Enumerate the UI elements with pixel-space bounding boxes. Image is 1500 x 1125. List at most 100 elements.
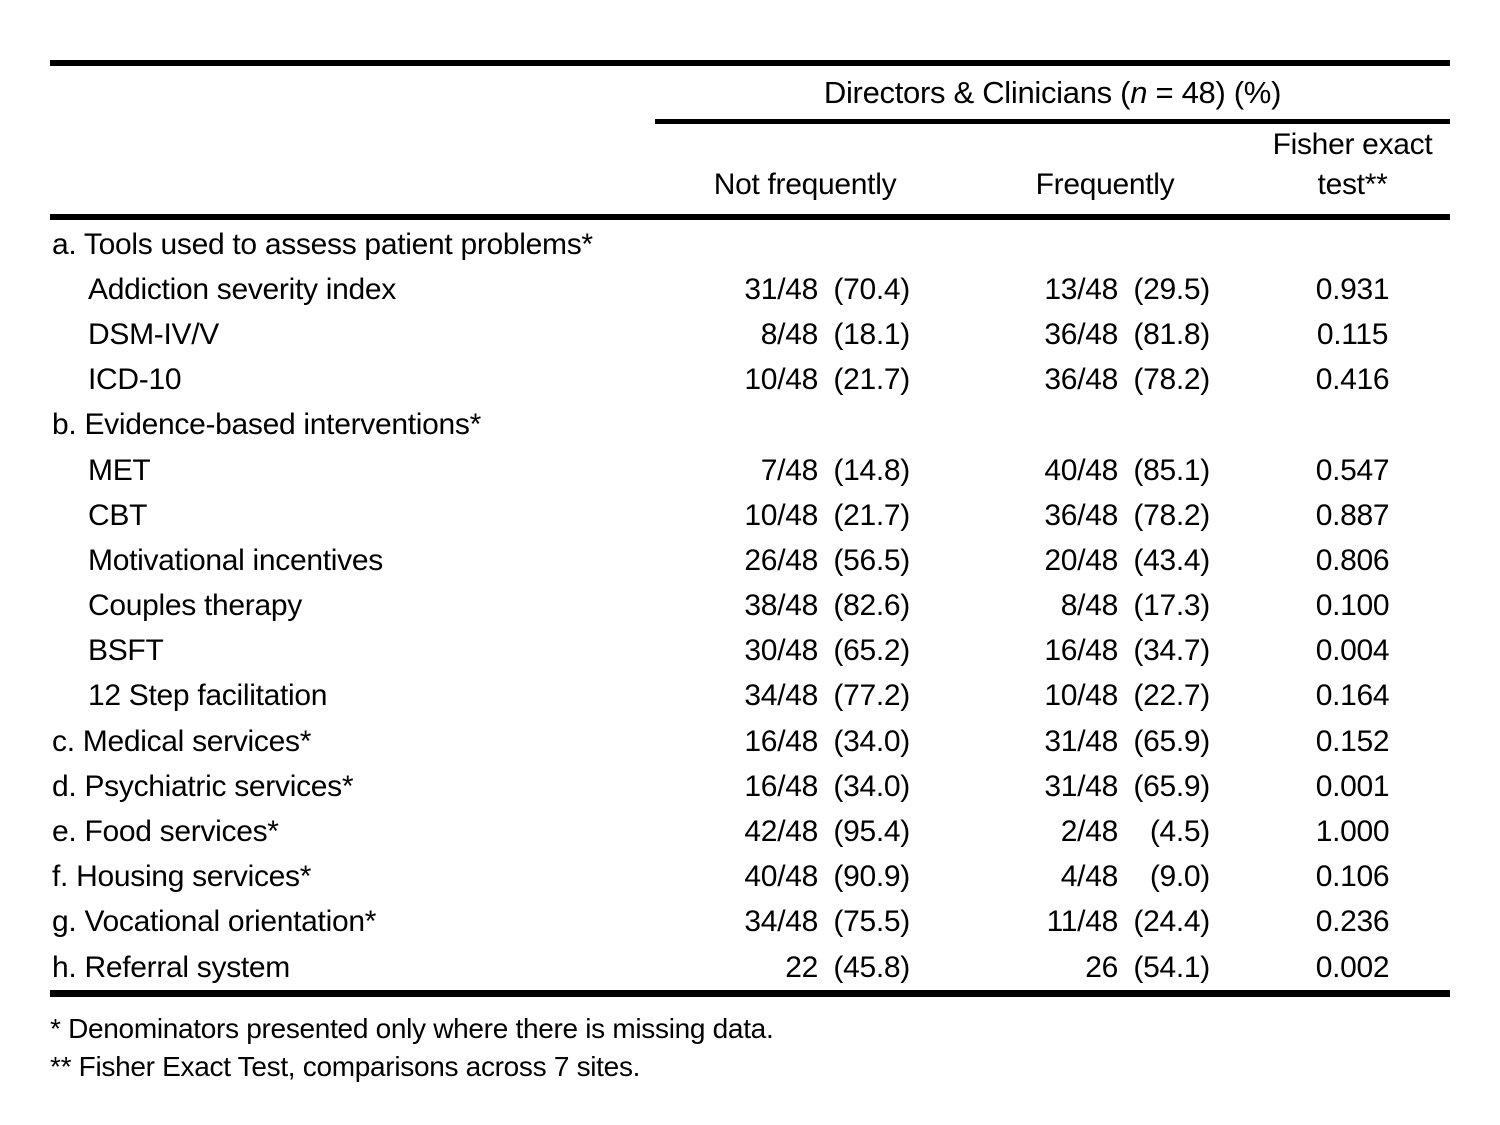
cell-frequently: 11/48 (24.4) (955, 905, 1255, 939)
row-label: 12 Step facilitation (88, 679, 328, 713)
top-rule (50, 60, 1450, 66)
group-header-prefix: Directors & Clinicians ( (823, 75, 1131, 110)
group-header-suffix: = 48) (%) (1147, 75, 1282, 110)
group-column-header: Directors & Clinicians (n = 48) (%) (655, 66, 1450, 119)
percent-value: (21.7) (833, 498, 910, 532)
count-value: 16/48 (744, 724, 818, 758)
footnote: ** Fisher Exact Test, comparisons across… (50, 1051, 641, 1083)
group-header-n-italic: n (1130, 75, 1148, 110)
percent-value: (75.5) (833, 905, 910, 939)
cell-frequently: 10/48 (22.7) (955, 679, 1255, 713)
cell-frequently: 26 (54.1) (955, 951, 1255, 985)
cell-frequently: 36/48 (81.8) (955, 318, 1255, 352)
cell-not-frequently: 7/48 (14.8) (655, 454, 955, 488)
row-label: CBT (88, 498, 148, 532)
count-value: 26/48 (744, 543, 818, 577)
row-label: ICD-10 (88, 363, 182, 397)
cell-not-frequently: 16/48 (34.0) (655, 770, 955, 804)
cell-not-frequently: 34/48 (75.5) (655, 905, 955, 939)
cell-fisher-value: 1.000 (1315, 815, 1390, 849)
percent-value: (56.5) (833, 543, 910, 577)
count-value: 10/48 (744, 498, 818, 532)
percent-value: (70.4) (833, 272, 910, 306)
percent-value: (81.8) (1133, 317, 1210, 351)
cell-frequently: 16/48 (34.7) (955, 634, 1255, 668)
percent-value: (85.1) (1133, 453, 1210, 487)
group-header-rule (655, 119, 1450, 124)
percent-value: (34.0) (833, 724, 910, 758)
cell-frequently: 31/48 (65.9) (955, 770, 1255, 804)
cell-frequently: 36/48 (78.2) (955, 499, 1255, 533)
count-value: 13/48 (1044, 272, 1118, 306)
percent-value: (78.2) (1133, 363, 1210, 397)
count-value: 4/48 (1060, 860, 1119, 894)
column-header-row: Not frequently Frequently Fisher exact t… (50, 124, 1450, 214)
cell-frequently: 31/48 (65.9) (955, 725, 1255, 759)
cell-fisher-value: 0.236 (1315, 905, 1390, 939)
count-value: 30/48 (744, 634, 818, 668)
count-value: 8/48 (1060, 589, 1119, 623)
table-row: BSFT 30/48 (65.2) 16/48 (34.7) 0.004 (50, 629, 1450, 674)
percent-value: (65.9) (1133, 769, 1210, 803)
percent-value: (54.1) (1133, 950, 1210, 984)
percent-value: (34.0) (833, 769, 910, 803)
count-value: 26 (1085, 950, 1118, 984)
column-header-fisher-line2: test** (1317, 168, 1388, 201)
cell-fisher-value: 0.001 (1315, 769, 1390, 803)
count-value: 31/48 (744, 272, 818, 306)
cell-frequently: 20/48 (43.4) (955, 544, 1255, 578)
cell-frequently: 36/48 (78.2) (955, 363, 1255, 397)
table-row: 12 Step facilitation 34/48 (77.2) 10/48 (22.… (50, 674, 1450, 719)
percent-value: (21.7) (833, 363, 910, 397)
count-value: 31/48 (1044, 769, 1118, 803)
row-label: g. Vocational orientation* (52, 905, 377, 939)
cell-fisher-value: 0.004 (1315, 634, 1390, 668)
table-body: a. Tools used to assess patient problems… (50, 220, 1450, 990)
cell-fisher-value: 0.547 (1315, 453, 1390, 487)
cell-fisher-value: 0.100 (1315, 589, 1390, 623)
count-value: 31/48 (1044, 724, 1118, 758)
cell-not-frequently: 34/48 (77.2) (655, 679, 955, 713)
percent-value: (43.4) (1133, 543, 1210, 577)
cell-fisher-value: 0.115 (1316, 317, 1389, 351)
percent-value: (14.8) (833, 453, 910, 487)
cell-not-frequently: 31/48 (70.4) (655, 273, 955, 307)
table-row: a. Tools used to assess patient problems… (50, 222, 1450, 267)
row-label: c. Medical services* (52, 724, 312, 758)
count-value: 11/48 (1046, 905, 1119, 939)
count-value: 2/48 (1060, 815, 1119, 849)
column-header-fisher-line1: Fisher exact (1272, 128, 1433, 161)
count-value: 42/48 (744, 815, 818, 849)
cell-not-frequently: 30/48 (65.2) (655, 634, 955, 668)
count-value: 8/48 (760, 317, 819, 351)
column-header-fisher: Fisher exact test** (1255, 125, 1450, 205)
column-header-not-frequently: Not frequently (713, 168, 897, 201)
percent-value: (17.3) (1133, 589, 1210, 623)
count-value: 36/48 (1044, 317, 1118, 351)
cell-not-frequently: 10/48 (21.7) (655, 499, 955, 533)
percent-value: (65.2) (833, 634, 910, 668)
count-value: 20/48 (1044, 543, 1118, 577)
table-row: ICD-10 10/48 (21.7) 36/48 (78.2) 0.416 (50, 358, 1450, 403)
percent-value: (34.7) (1133, 634, 1210, 668)
percent-value: (95.4) (833, 815, 910, 849)
cell-not-frequently: 40/48 (90.9) (655, 860, 955, 894)
table-row: e. Food services* 42/48 (95.4) 2/48 (4.5) 1.0… (50, 809, 1450, 854)
cell-not-frequently: 16/48 (34.0) (655, 725, 955, 759)
count-value: 36/48 (1044, 498, 1118, 532)
cell-fisher-value: 0.806 (1315, 543, 1390, 577)
table-row: b. Evidence-based interventions* (50, 403, 1450, 448)
table-row: d. Psychiatric services* 16/48 (34.0) 31/48… (50, 764, 1450, 809)
cell-fisher-value: 0.002 (1315, 950, 1390, 984)
percent-value: (4.5) (1149, 815, 1210, 849)
count-value: 34/48 (744, 905, 818, 939)
cell-not-frequently: 8/48 (18.1) (655, 318, 955, 352)
cell-fisher-value: 0.931 (1315, 272, 1390, 306)
footnotes: * Denominators presented only where ther… (50, 1010, 1450, 1086)
percent-value: (29.5) (1133, 272, 1210, 306)
row-label: Couples therapy (88, 589, 302, 623)
row-label: DSM-IV/V (88, 317, 219, 351)
cell-fisher-value: 0.416 (1315, 363, 1390, 397)
footnote: * Denominators presented only where ther… (50, 1013, 774, 1045)
